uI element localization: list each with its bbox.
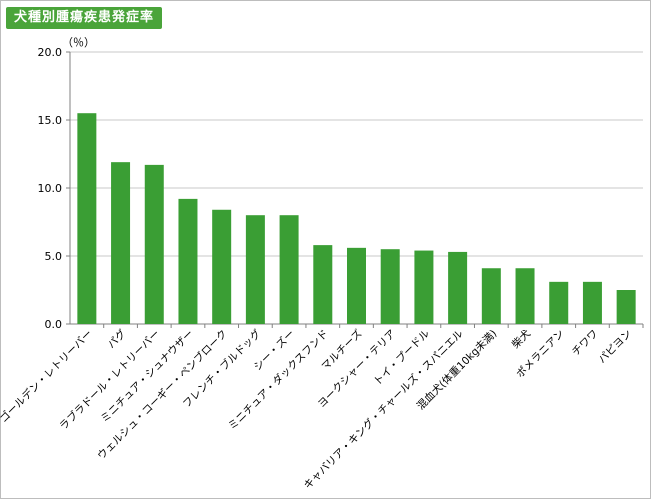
y-tick-label: 10.0 [38,182,63,195]
x-category-label: パピヨン [596,328,634,366]
bar [448,251,468,324]
x-category-label: パグ [105,327,129,351]
bar [313,245,333,324]
bar [245,215,265,324]
bar [279,215,299,324]
x-category-label: キャバリア・キング・チャールズ・スパニエル [301,327,466,492]
chart-title: 犬種別腫瘍疾患発症率 [6,7,163,29]
y-unit-label: （％） [62,36,95,49]
bar [549,281,569,324]
bar [144,164,164,324]
bar [77,113,97,324]
x-category-label: 柴犬 [509,327,533,351]
bar [414,250,434,324]
bar [481,268,501,324]
x-category-label: チワワ [570,328,601,359]
bar [347,247,366,324]
y-tick-label: 5.0 [45,250,63,263]
y-tick-label: 15.0 [38,114,63,127]
bar [212,209,232,324]
bar [515,268,535,324]
bar [111,162,131,324]
y-tick-label: 20.0 [38,46,63,59]
bar [380,249,400,324]
bar [178,198,198,324]
y-tick-label: 0.0 [45,318,63,331]
bar [616,290,636,324]
bar [582,281,602,324]
